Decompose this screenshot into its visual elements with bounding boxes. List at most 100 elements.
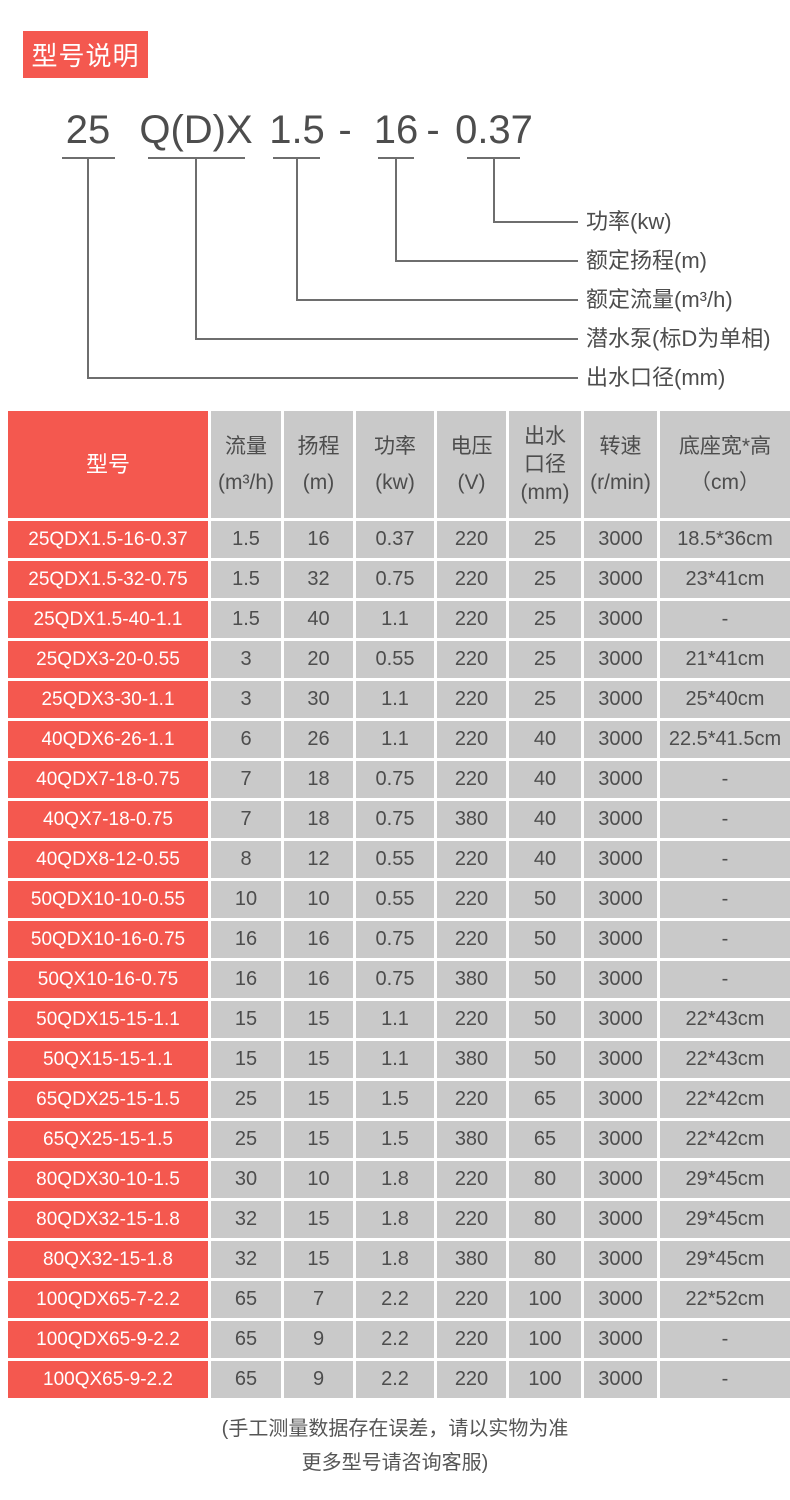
table-cell: 22*52cm: [660, 1281, 790, 1318]
footnote-line2: 更多型号请咨询客服): [301, 1452, 489, 1474]
table-cell: 3000: [584, 1241, 657, 1278]
table-cell: 10: [211, 881, 281, 918]
table-cell: 25: [211, 1121, 281, 1158]
table-cell: -: [660, 881, 790, 918]
table-cell: -: [660, 921, 790, 958]
table-cell: 380: [437, 1121, 506, 1158]
table-cell: 23*41cm: [660, 561, 790, 598]
table-cell-model: 80QX32-15-1.8: [8, 1241, 208, 1278]
table-cell: -: [660, 601, 790, 638]
table-cell: 25: [509, 561, 581, 598]
table-cell: 3000: [584, 1041, 657, 1078]
table-cell: 18: [284, 761, 353, 798]
table-cell-model: 100QDX65-9-2.2: [8, 1321, 208, 1358]
table-cell: 10: [284, 1161, 353, 1198]
table-cell-model: 40QDX7-18-0.75: [8, 761, 208, 798]
table-cell: 1.8: [356, 1161, 434, 1198]
callout-label-outlet: 出水口径(mm): [586, 365, 726, 390]
table-cell: 40: [509, 721, 581, 758]
table-cell: 0.75: [356, 961, 434, 998]
table-cell: 3000: [584, 1081, 657, 1118]
table-cell: 0.55: [356, 841, 434, 878]
table-cell: 25: [509, 681, 581, 718]
table-cell: 65: [211, 1281, 281, 1318]
callout-line-pump-type: [195, 158, 578, 340]
table-cell: 50: [509, 961, 581, 998]
table-cell: 22*42cm: [660, 1081, 790, 1118]
table-cell: 1.1: [356, 1001, 434, 1038]
table-cell: 1.5: [211, 601, 281, 638]
table-cell: 18.5*36cm: [660, 521, 790, 558]
table-cell: 30: [211, 1161, 281, 1198]
table-cell: 3000: [584, 921, 657, 958]
table-cell: 65: [211, 1321, 281, 1358]
callout-label-power: 功率(kw): [586, 209, 672, 234]
table-cell: 32: [211, 1241, 281, 1278]
table-cell: 2.2: [356, 1321, 434, 1358]
table-cell: 3000: [584, 801, 657, 838]
section-title-badge: 型号说明: [23, 31, 148, 78]
table-cell: 26: [284, 721, 353, 758]
table-cell: -: [660, 841, 790, 878]
table-cell: 15: [284, 1241, 353, 1278]
table-cell-model: 50QX15-15-1.1: [8, 1041, 208, 1078]
model-segment-type: Q(D)X: [139, 108, 253, 152]
table-cell: 15: [284, 1121, 353, 1158]
table-cell: 220: [437, 1161, 506, 1198]
table-cell: 3000: [584, 1361, 657, 1398]
table-cell: 220: [437, 1001, 506, 1038]
table-cell: 3000: [584, 601, 657, 638]
table-cell: 220: [437, 1321, 506, 1358]
callout-line-power: [493, 158, 578, 223]
table-cell: 2.2: [356, 1361, 434, 1398]
table-cell: 220: [437, 521, 506, 558]
table-header-line: (V): [457, 470, 486, 494]
table-header-cell: 电压 (V): [437, 411, 506, 518]
table-cell: 3000: [584, 1001, 657, 1038]
model-segment-flow: 1.5: [269, 108, 325, 152]
table-cell: 0.55: [356, 641, 434, 678]
table-header-line: 型号: [85, 451, 130, 477]
table-cell: 7: [211, 801, 281, 838]
table-header-line: 出水: [524, 424, 566, 448]
model-segment-power: 0.37: [455, 108, 533, 152]
table-cell: 220: [437, 1361, 506, 1398]
table-cell: 22*42cm: [660, 1121, 790, 1158]
table-cell: 15: [284, 1081, 353, 1118]
table-cell: 220: [437, 1081, 506, 1118]
table-header-cell: 流量 (m³/h): [211, 411, 281, 518]
table-cell: 9: [284, 1321, 353, 1358]
table-cell: 29*45cm: [660, 1201, 790, 1238]
table-header-line: 口径: [524, 452, 566, 476]
table-cell: 50: [509, 921, 581, 958]
table-cell: 9: [284, 1361, 353, 1398]
table-cell: 0.75: [356, 561, 434, 598]
table-cell: 25*40cm: [660, 681, 790, 718]
table-cell: 50: [509, 881, 581, 918]
table-cell-model: 50QDX15-15-1.1: [8, 1001, 208, 1038]
table-cell: 3000: [584, 761, 657, 798]
callout-line-outlet: [87, 158, 578, 379]
table-cell: 80: [509, 1201, 581, 1238]
table-cell: 15: [284, 1201, 353, 1238]
table-cell: 32: [211, 1201, 281, 1238]
table-cell: 1.1: [356, 1041, 434, 1078]
table-cell: 0.75: [356, 921, 434, 958]
table-cell: 220: [437, 1281, 506, 1318]
table-cell: 29*45cm: [660, 1161, 790, 1198]
table-header-line: (r/min): [590, 470, 651, 494]
table-cell: 100: [509, 1361, 581, 1398]
table-cell-model: 50QX10-16-0.75: [8, 961, 208, 998]
table-header-cell: 功率 (kw): [356, 411, 434, 518]
table-cell: 220: [437, 841, 506, 878]
table-cell-model: 100QX65-9-2.2: [8, 1361, 208, 1398]
table-cell: 220: [437, 641, 506, 678]
model-segment-dash: -: [426, 108, 440, 152]
table-cell: 1.1: [356, 721, 434, 758]
table-cell-model: 25QDX1.5-16-0.37: [8, 521, 208, 558]
table-cell: -: [660, 961, 790, 998]
table-cell: 21*41cm: [660, 641, 790, 678]
table-cell: 18: [284, 801, 353, 838]
table-cell: 380: [437, 801, 506, 838]
table-cell-model: 80QDX32-15-1.8: [8, 1201, 208, 1238]
